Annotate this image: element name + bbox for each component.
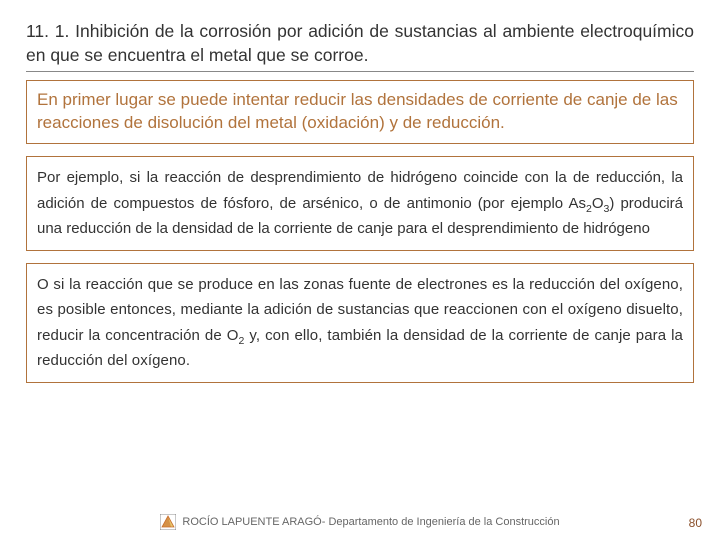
highlight-box-1: En primer lugar se puede intentar reduci… [26,80,694,144]
footer: ROCÍO LAPUENTE ARAGÓ- Departamento de In… [0,514,720,530]
example-box-3: O si la reacción que se produce en las z… [26,263,694,383]
example-box-2: Por ejemplo, si la reacción de desprendi… [26,156,694,251]
page-number: 80 [689,516,702,530]
footer-text: ROCÍO LAPUENTE ARAGÓ- Departamento de In… [182,516,559,528]
slide: 11. 1. Inhibición de la corrosión por ad… [0,0,720,383]
triangle-logo-icon [160,514,176,530]
section-heading: 11. 1. Inhibición de la corrosión por ad… [26,20,694,72]
box2-mid: O [592,195,604,212]
